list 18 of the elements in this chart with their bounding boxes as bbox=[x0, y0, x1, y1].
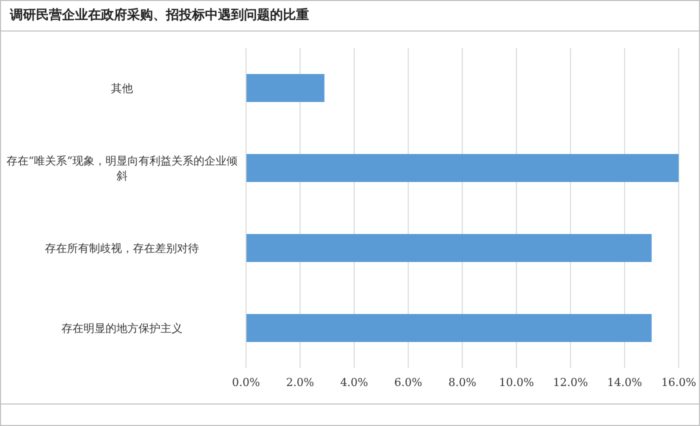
x-tick-label: 4.0% bbox=[340, 376, 368, 389]
x-tick-label: 16.0% bbox=[661, 376, 696, 389]
x-tick-label: 6.0% bbox=[394, 376, 422, 389]
bar bbox=[246, 234, 652, 262]
bar bbox=[246, 314, 652, 342]
x-tick-label: 10.0% bbox=[498, 376, 534, 389]
x-tick-label: 12.0% bbox=[553, 376, 588, 389]
x-tick-label: 0.0% bbox=[232, 376, 260, 389]
y-tick-label: 其他 bbox=[111, 82, 133, 95]
x-tick-label: 2.0% bbox=[286, 376, 314, 389]
x-tick-label: 8.0% bbox=[448, 376, 476, 389]
bar bbox=[246, 154, 679, 182]
y-tick-label: 存在“唯关系”现象，明显向有利益关系的企业倾斜 bbox=[6, 154, 238, 182]
bar bbox=[246, 74, 324, 102]
x-tick-label: 14.0% bbox=[607, 376, 642, 389]
y-tick-label: 存在明显的地方保护主义 bbox=[62, 322, 182, 335]
y-tick-label: 存在所有制歧视，存在差别对待 bbox=[45, 242, 199, 255]
chart-title: 调研民营企业在政府采购、招投标中遇到问题的比重 bbox=[9, 7, 309, 23]
